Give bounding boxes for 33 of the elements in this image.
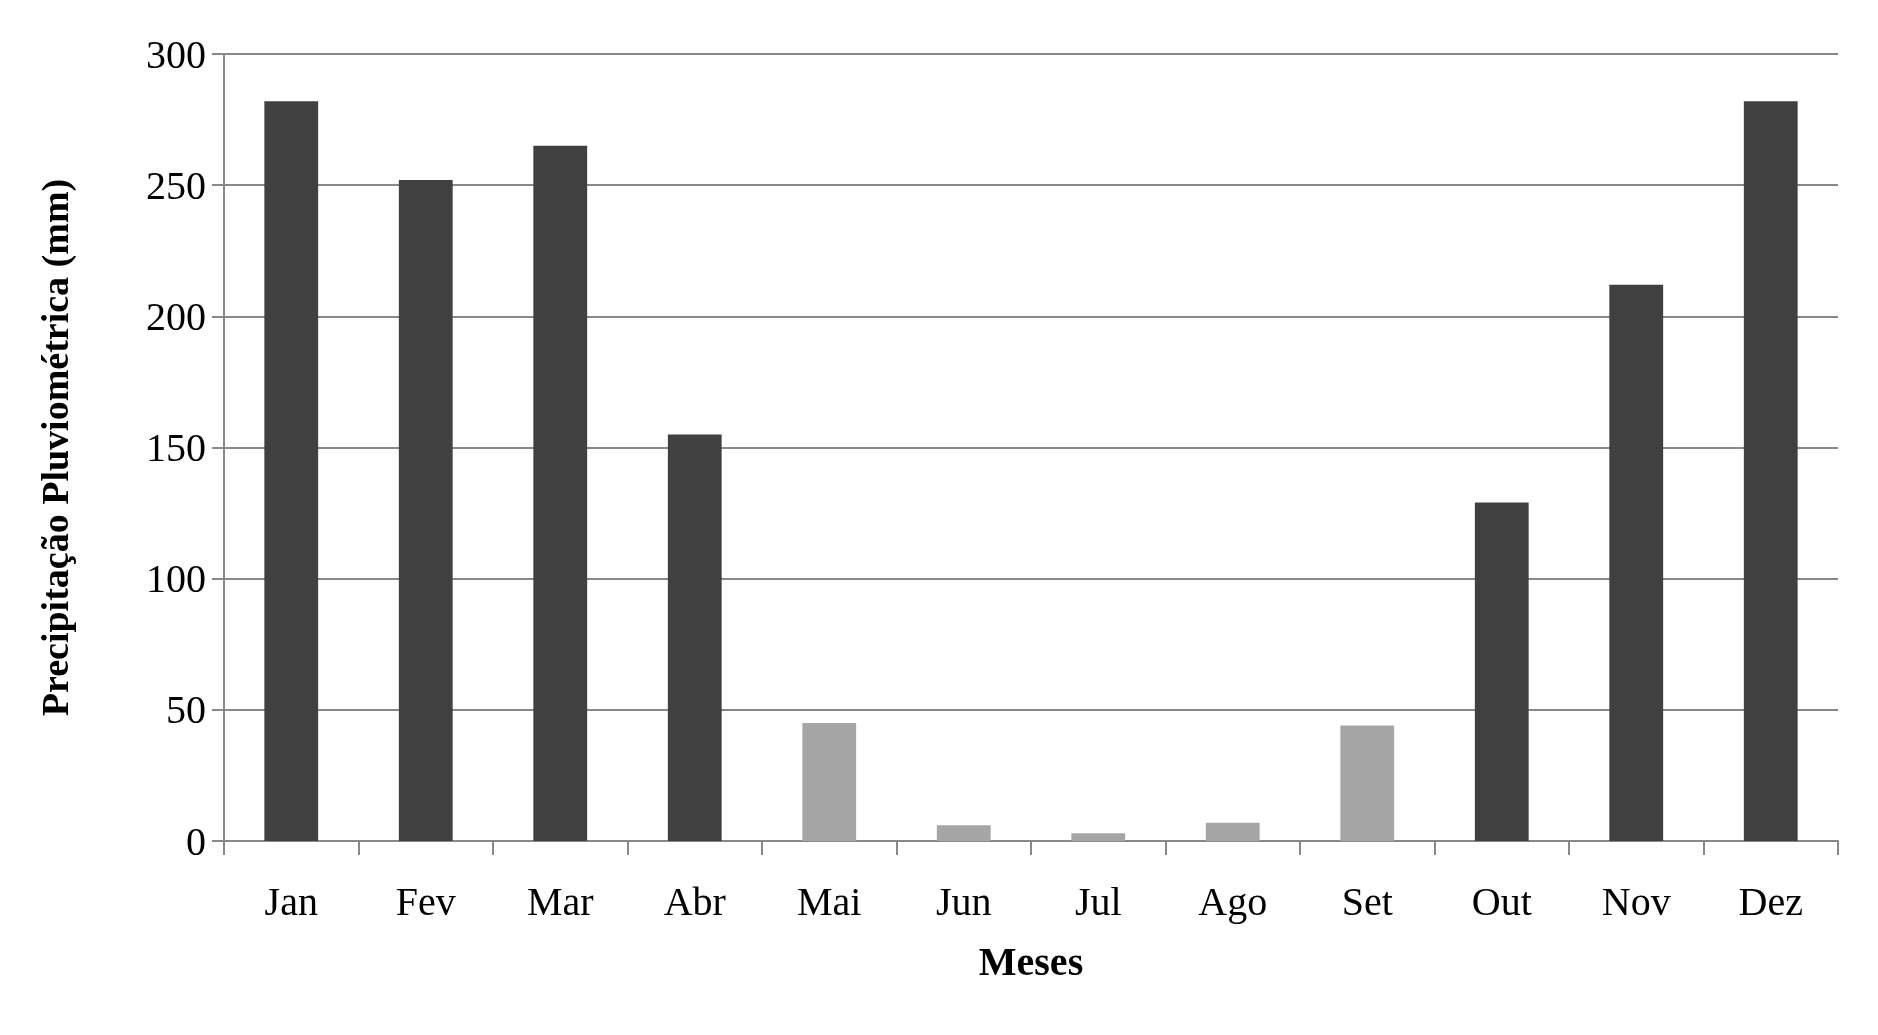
y-axis-title: Precipitação Pluviométrica (mm) <box>34 178 77 717</box>
bar <box>1474 502 1529 841</box>
bar <box>1609 284 1664 841</box>
y-tick-label: 100 <box>146 556 206 602</box>
bar <box>398 179 453 841</box>
bar <box>802 722 857 841</box>
bar <box>667 434 722 841</box>
x-tick-label: Ago <box>1198 878 1268 924</box>
x-tick-label: Jan <box>264 878 318 924</box>
x-tick-label: Set <box>1341 878 1393 924</box>
x-tick-label: Abr <box>663 878 726 924</box>
x-tick-label: Nov <box>1601 878 1671 924</box>
bar <box>1071 833 1126 841</box>
x-tick-label: Mai <box>797 878 862 924</box>
x-tick-label: Jun <box>935 878 992 924</box>
y-tick-label: 0 <box>186 818 206 864</box>
y-tick-label: 50 <box>166 687 206 733</box>
bar <box>1743 101 1798 841</box>
bar <box>1340 725 1395 841</box>
y-tick-label: 250 <box>146 162 206 208</box>
bar <box>533 145 588 841</box>
x-tick-label: Out <box>1471 878 1532 924</box>
x-tick-label: Fev <box>395 878 456 924</box>
bar <box>936 825 991 841</box>
x-tick-label: Dez <box>1738 878 1803 924</box>
y-tick-label: 150 <box>146 425 206 470</box>
y-tick-label: 200 <box>146 293 206 339</box>
y-tick-label: 300 <box>146 31 206 77</box>
x-tick-label: Jul <box>1074 878 1122 924</box>
bar <box>264 101 319 841</box>
bar <box>1205 822 1260 841</box>
x-tick-label: Mar <box>526 878 594 924</box>
x-axis-title: Meses <box>978 938 1084 984</box>
